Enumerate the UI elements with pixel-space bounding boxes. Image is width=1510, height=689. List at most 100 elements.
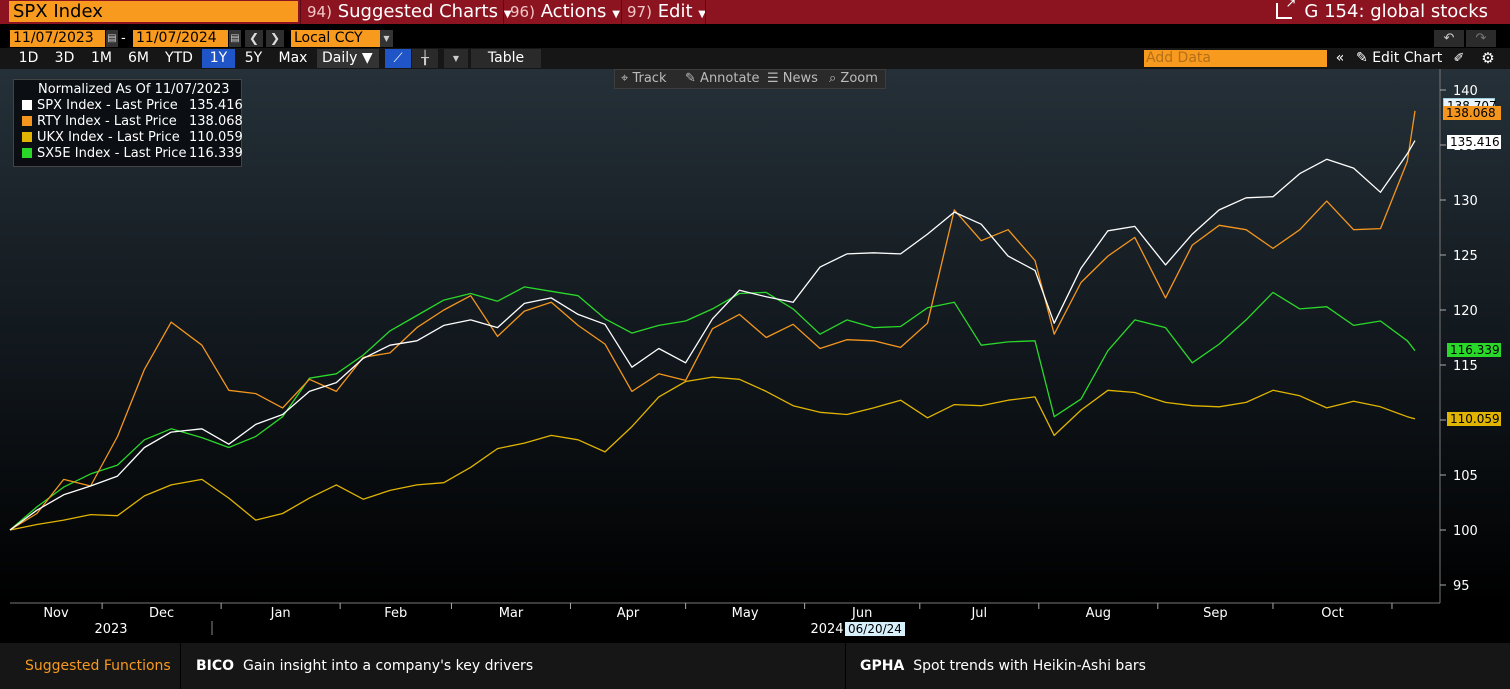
edit-menu[interactable]: 97) Edit ▼ (627, 0, 706, 24)
period-max[interactable]: Max (278, 50, 308, 66)
undo-icon[interactable]: ↶ (1434, 30, 1464, 47)
legend-item-rty[interactable]: RTY Index - Last Price (22, 114, 177, 129)
edit-axes-icon[interactable]: ✐ (1453, 51, 1465, 66)
pencil-icon: ✎ (1356, 50, 1368, 66)
page-title: G 154: global stocks (1304, 1, 1488, 22)
currency-select[interactable]: Local CCY (291, 30, 380, 47)
legend-label: UKX Index - Last Price (37, 130, 180, 145)
ticker-input[interactable]: SPX Index (9, 1, 298, 22)
legend-swatch (22, 132, 32, 142)
menu-number: 94) (307, 3, 332, 21)
period-3d[interactable]: 3D (54, 50, 75, 66)
x-tick-label: Jun (851, 606, 872, 621)
period-5y[interactable]: 5Y (244, 50, 263, 66)
period-1m[interactable]: 1M (91, 50, 112, 66)
x-tick-label: Dec (149, 606, 174, 621)
period-1y[interactable]: 1Y (202, 49, 235, 68)
legend-item-spx[interactable]: SPX Index - Last Price (22, 98, 178, 113)
annotate-tool[interactable]: ✎ Annotate (685, 70, 760, 88)
tool-label: News (782, 71, 818, 86)
y-tick-label: 115 (1453, 359, 1478, 374)
x-tick-label: Jan (270, 606, 291, 621)
footer-divider (845, 643, 846, 689)
menu-divider (503, 0, 504, 24)
function-description: Gain insight into a company's key driver… (242, 658, 534, 674)
chart-legend[interactable]: Normalized As Of 11/07/2023 SPX Index - … (13, 79, 243, 167)
y-tick-label: 140 (1453, 84, 1478, 99)
previous-arrow-icon[interactable]: ❮ (245, 30, 263, 47)
zoom-tool[interactable]: ⌕ Zoom (829, 70, 878, 88)
x-tick-label: Mar (499, 606, 524, 621)
tool-label: Track (632, 71, 667, 86)
period-ytd[interactable]: YTD (165, 50, 193, 66)
x-tick-label: Aug (1086, 606, 1111, 621)
footer-bar (0, 643, 1510, 689)
settings-gear-icon[interactable]: ⚙ (1481, 49, 1495, 67)
start-date-field[interactable]: 11/07/2023 (10, 30, 105, 47)
y-tick-label: 100 (1453, 524, 1478, 539)
legend-value: 110.059 (189, 130, 243, 145)
add-data-input[interactable]: Add Data (1144, 50, 1327, 67)
bar-chart-icon[interactable]: ╁ (412, 49, 438, 68)
frequency-select[interactable]: Daily ▼ (317, 49, 379, 68)
x-tick-label: Jul (970, 606, 987, 621)
actions-menu[interactable]: 96) Actions ▼ (510, 0, 620, 24)
dropdown-icon: ▼ (698, 9, 706, 20)
x-year-label: 2023 (94, 622, 127, 637)
calendar-icon[interactable]: ▤ (106, 30, 118, 47)
y-tick-label: 125 (1453, 249, 1478, 264)
redo-icon[interactable]: ↷ (1466, 30, 1496, 47)
chart-area (0, 69, 1510, 604)
x-tick-label: May (732, 606, 759, 621)
x-tick-label: Nov (43, 606, 69, 621)
menu-divider (705, 0, 706, 24)
menu-label: Edit (657, 1, 693, 22)
x-tick-label: Sep (1203, 606, 1228, 621)
legend-item-sx5e[interactable]: SX5E Index - Last Price (22, 146, 186, 161)
edit-chart-button[interactable]: ✎ Edit Chart (1356, 49, 1442, 68)
legend-swatch (22, 116, 32, 126)
series-line-spx (9, 140, 1416, 531)
crosshair-date-label: 06/20/24 (845, 622, 905, 636)
y-tick-label: 105 (1453, 469, 1478, 484)
line-chart[interactable]: 95100105110115120125130135140NovDecJanFe… (0, 69, 1510, 643)
tool-label: Zoom (840, 71, 878, 86)
legend-label: SX5E Index - Last Price (37, 146, 187, 161)
x-year-label: 2024 (810, 622, 843, 637)
line-chart-icon[interactable]: ⟋ (385, 49, 411, 68)
calendar-icon[interactable]: ▤ (229, 30, 241, 47)
footer-item-bico[interactable]: BICO Gain insight into a company's key d… (196, 656, 533, 676)
tool-label: Annotate (700, 71, 760, 86)
legend-value: 138.068 (189, 114, 243, 129)
suggested-functions-label[interactable]: Suggested Functions (25, 658, 171, 674)
menu-label: Suggested Charts (337, 1, 498, 22)
footer-divider (180, 643, 181, 689)
function-description: Spot trends with Heikin-Ashi bars (913, 658, 1146, 674)
footer-item-gpha[interactable]: GPHA Spot trends with Heikin-Ashi bars (860, 656, 1146, 676)
period-6m[interactable]: 6M (128, 50, 149, 66)
legend-swatch (22, 148, 32, 158)
suggested-charts-menu[interactable]: 94) Suggested Charts ▼ (307, 0, 511, 24)
function-code: BICO (196, 658, 235, 674)
dropdown-icon[interactable]: ▼ (380, 30, 393, 47)
next-arrow-icon[interactable]: ❯ (266, 30, 284, 47)
series-line-ukx (9, 376, 1416, 531)
pencil-icon: ✎ (685, 71, 696, 86)
menu-number: 97) (627, 3, 652, 21)
chart-type-dropdown-icon[interactable]: ▼ (444, 49, 468, 68)
legend-value: 135.416 (189, 98, 243, 113)
x-tick-label: Apr (617, 606, 640, 621)
legend-item-ukx[interactable]: UKX Index - Last Price (22, 130, 180, 145)
period-1d[interactable]: 1D (18, 50, 39, 66)
table-button[interactable]: Table (471, 49, 541, 68)
series-line-sx5e (9, 286, 1416, 531)
news-tool[interactable]: ☰ News (767, 70, 818, 88)
end-date-field[interactable]: 11/07/2024 (133, 30, 228, 47)
y-tick-label: 95 (1453, 579, 1470, 594)
collapse-icon[interactable]: « (1335, 50, 1345, 66)
track-tool[interactable]: ⌖ Track (621, 70, 667, 88)
news-icon: ☰ (767, 71, 779, 86)
menu-divider (621, 0, 622, 24)
legend-value: 116.339 (189, 146, 243, 161)
launchpad-title[interactable]: ↗ G 154: global stocks (1276, 0, 1488, 24)
